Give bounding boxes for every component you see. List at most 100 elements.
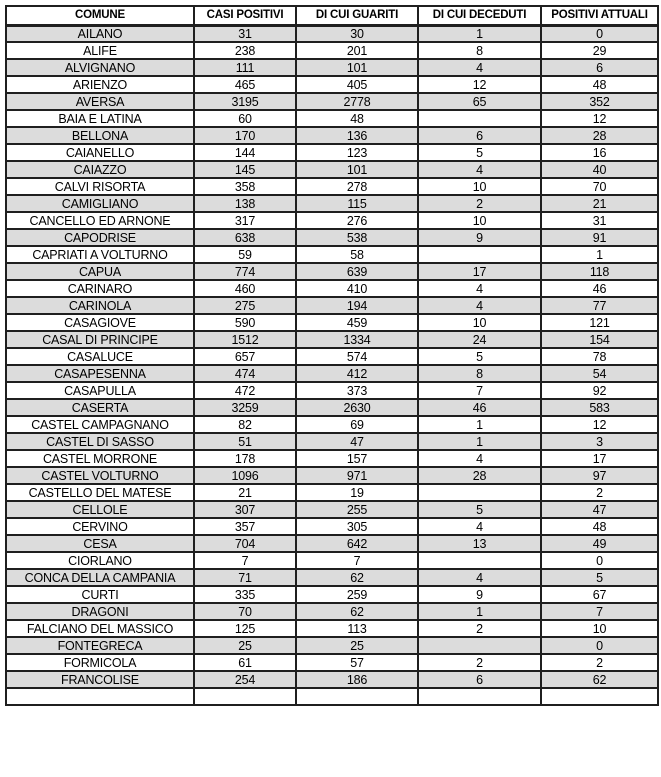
table-cell-di-cui-guariti: 194 (295, 296, 419, 315)
table-cell-positivi-attuali: 17 (540, 449, 659, 468)
table-cell-casi-positivi: 1096 (193, 466, 297, 485)
table-cell-di-cui-guariti: 1334 (295, 330, 419, 349)
table-cell-positivi-attuali: 118 (540, 262, 659, 281)
table-row: CURTI 335 259 9 67 (5, 585, 659, 604)
table-cell-casi-positivi: 657 (193, 347, 297, 366)
table-cell-di-cui-guariti: 57 (295, 653, 419, 672)
table-cell-di-cui-guariti: 123 (295, 143, 419, 162)
table-cell-positivi-attuali: 62 (540, 670, 659, 689)
table-row: CASTEL VOLTURNO 1096 971 28 97 (5, 466, 659, 485)
table-cell-comune: AVERSA (5, 92, 195, 111)
table-cell-di-cui-deceduti: 5 (417, 500, 542, 519)
table-cell-di-cui-deceduti: 4 (417, 279, 542, 298)
table-cell-casi-positivi: 335 (193, 585, 297, 604)
table-cell-comune: CASERTA (5, 398, 195, 417)
table-cell-casi-positivi: 3195 (193, 92, 297, 111)
table-row: FRANCOLISE 254 186 6 62 (5, 670, 659, 689)
table-cell-di-cui-deceduti (417, 109, 542, 128)
table-row: CARINOLA 275 194 4 77 (5, 296, 659, 315)
table-cell-di-cui-guariti: 255 (295, 500, 419, 519)
table-cell-positivi-attuali: 2 (540, 483, 659, 502)
table-cell-comune: CASTELLO DEL MATESE (5, 483, 195, 502)
table-row: CANCELLO ED ARNONE 317 276 10 31 (5, 211, 659, 230)
table-row: CAPODRISE 638 538 9 91 (5, 228, 659, 247)
table-cell-di-cui-deceduti: 9 (417, 585, 542, 604)
table-cell-casi-positivi: 307 (193, 500, 297, 519)
table-cell-positivi-attuali: 5 (540, 568, 659, 587)
column-header-casi-positivi: CASI POSITIVI (193, 5, 297, 27)
table-row: CESA 704 642 13 49 (5, 534, 659, 553)
table-cell-comune: AILANO (5, 24, 195, 43)
table-row: AVERSA 3195 2778 65 352 (5, 92, 659, 111)
table-cell-di-cui-guariti: 201 (295, 41, 419, 60)
table-row: CARINARO 460 410 4 46 (5, 279, 659, 298)
table-cell-di-cui-deceduti: 1 (417, 602, 542, 621)
table-cell-empty (295, 687, 419, 706)
table-cell-di-cui-guariti: 276 (295, 211, 419, 230)
table-cell-casi-positivi: 125 (193, 619, 297, 638)
table-cell-positivi-attuali: 16 (540, 143, 659, 162)
table-cell-comune: CASALUCE (5, 347, 195, 366)
table-cell-positivi-attuali: 352 (540, 92, 659, 111)
table-cell-di-cui-guariti: 538 (295, 228, 419, 247)
table-row: CONCA DELLA CAMPANIA 71 62 4 5 (5, 568, 659, 587)
table-cell-di-cui-guariti: 7 (295, 551, 419, 570)
table-cell-casi-positivi: 170 (193, 126, 297, 145)
table-row: CAIANELLO 144 123 5 16 (5, 143, 659, 162)
table-cell-di-cui-guariti: 62 (295, 602, 419, 621)
table-cell-di-cui-guariti: 115 (295, 194, 419, 213)
table-cell-casi-positivi: 61 (193, 653, 297, 672)
table-cell-comune: CELLOLE (5, 500, 195, 519)
table-cell-di-cui-deceduti: 10 (417, 177, 542, 196)
table-row: CIORLANO 7 7 0 (5, 551, 659, 570)
table-cell-positivi-attuali: 77 (540, 296, 659, 315)
table-cell-empty (417, 687, 542, 706)
table-row: CELLOLE 307 255 5 47 (5, 500, 659, 519)
table-cell-di-cui-deceduti: 4 (417, 517, 542, 536)
table-cell-comune: BELLONA (5, 126, 195, 145)
table-cell-di-cui-guariti: 412 (295, 364, 419, 383)
table-cell-di-cui-deceduti: 24 (417, 330, 542, 349)
table-cell-positivi-attuali: 92 (540, 381, 659, 400)
table-cell-di-cui-deceduti: 6 (417, 670, 542, 689)
table-cell-di-cui-guariti: 373 (295, 381, 419, 400)
column-header-di-cui-guariti: DI CUI GUARITI (295, 5, 419, 27)
table-row: CASTELLO DEL MATESE 21 19 2 (5, 483, 659, 502)
table-cell-comune: CAPRIATI A VOLTURNO (5, 245, 195, 264)
table-cell-di-cui-guariti: 2630 (295, 398, 419, 417)
table-cell-casi-positivi: 111 (193, 58, 297, 77)
table-cell-di-cui-deceduti: 1 (417, 415, 542, 434)
table-cell-casi-positivi: 357 (193, 517, 297, 536)
table-cell-positivi-attuali: 70 (540, 177, 659, 196)
table-row: CERVINO 357 305 4 48 (5, 517, 659, 536)
table-cell-di-cui-guariti: 639 (295, 262, 419, 281)
table-cell-positivi-attuali: 54 (540, 364, 659, 383)
table-cell-comune: CURTI (5, 585, 195, 604)
table-cell-comune: CASTEL VOLTURNO (5, 466, 195, 485)
table-cell-di-cui-guariti: 19 (295, 483, 419, 502)
table-row: CAPUA 774 639 17 118 (5, 262, 659, 281)
table-cell-comune: CERVINO (5, 517, 195, 536)
header-row: COMUNE CASI POSITIVI DI CUI GUARITI DI C… (5, 5, 659, 27)
table-cell-casi-positivi: 358 (193, 177, 297, 196)
table-cell-di-cui-guariti: 971 (295, 466, 419, 485)
table-cell-comune: CASTEL MORRONE (5, 449, 195, 468)
table-cell-di-cui-deceduti: 12 (417, 75, 542, 94)
table-cell-casi-positivi: 460 (193, 279, 297, 298)
table-cell-casi-positivi: 51 (193, 432, 297, 451)
table-row: CASAGIOVE 590 459 10 121 (5, 313, 659, 332)
table-cell-di-cui-deceduti: 10 (417, 313, 542, 332)
table-cell-di-cui-deceduti: 4 (417, 449, 542, 468)
table-row: CASERTA 3259 2630 46 583 (5, 398, 659, 417)
table-cell-comune: CASAGIOVE (5, 313, 195, 332)
table-cell-di-cui-deceduti: 4 (417, 160, 542, 179)
table-cell-comune: CARINARO (5, 279, 195, 298)
table-cell-positivi-attuali: 48 (540, 517, 659, 536)
table-cell-positivi-attuali: 0 (540, 24, 659, 43)
table-cell-di-cui-guariti: 305 (295, 517, 419, 536)
table-cell-comune: ALVIGNANO (5, 58, 195, 77)
table-cell-comune: CAPUA (5, 262, 195, 281)
table-cell-casi-positivi: 275 (193, 296, 297, 315)
table-cell-casi-positivi: 238 (193, 41, 297, 60)
table-cell-casi-positivi: 60 (193, 109, 297, 128)
